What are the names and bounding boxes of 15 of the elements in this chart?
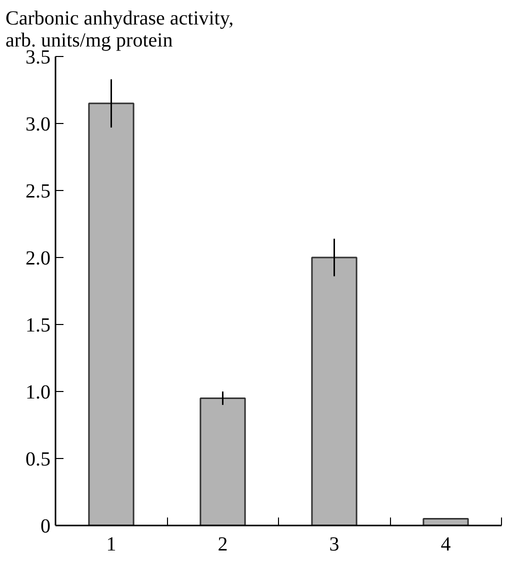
- y-tick-label: 2.5: [26, 180, 50, 202]
- y-tick-label: 0: [40, 516, 50, 538]
- bar: [88, 102, 134, 526]
- y-tick-label: 1.5: [26, 314, 50, 336]
- x-tick-label: 4: [440, 534, 451, 556]
- y-tick-label: 0.5: [26, 448, 50, 470]
- x-tick-label: 2: [218, 534, 228, 556]
- y-tick-label: 1.0: [26, 382, 50, 404]
- bar: [311, 256, 358, 526]
- x-tick-label: 1: [106, 534, 116, 556]
- bar: [200, 397, 246, 526]
- y-tick-label: 2.0: [26, 248, 50, 270]
- x-tick-label: 3: [329, 534, 340, 556]
- bar: [422, 518, 469, 526]
- y-tick-label: 3.0: [26, 114, 50, 136]
